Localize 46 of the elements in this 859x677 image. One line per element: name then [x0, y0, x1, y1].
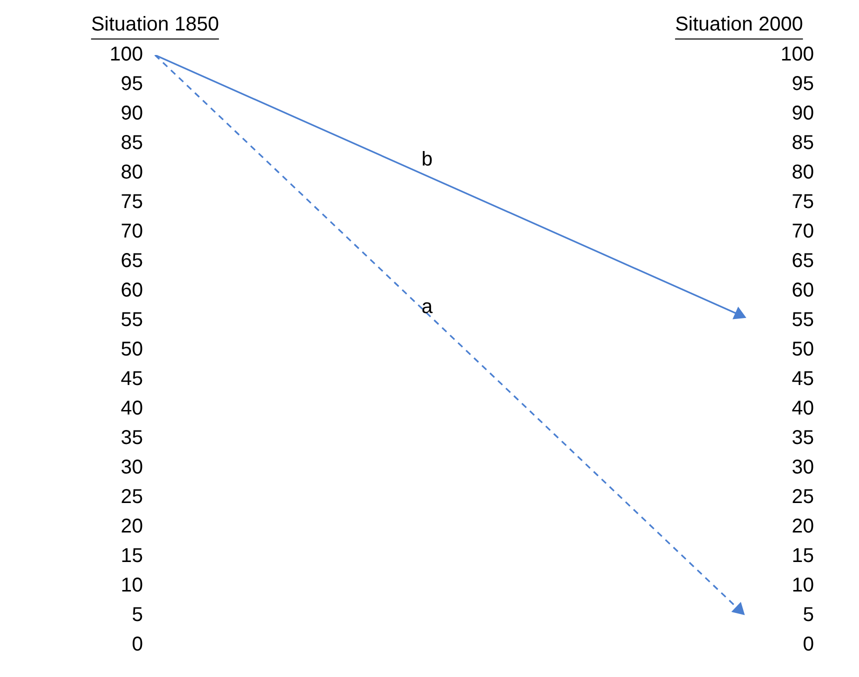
y-tick-label: 65	[120, 250, 143, 272]
y2-tick-label: 45	[792, 368, 814, 390]
y-tick-label: 15	[120, 545, 143, 568]
y-tick-label: 50	[120, 338, 143, 361]
y2-tick-label: 15	[792, 545, 814, 568]
y-tick-label: 10	[120, 574, 143, 597]
y2-tick-label: 0	[802, 634, 814, 656]
y-tick-label: 100	[110, 44, 143, 66]
y-tick-label: 70	[120, 220, 143, 243]
y2-tick-label: 35	[792, 427, 814, 450]
y2-tick-label: 75	[792, 191, 814, 214]
series-label: a	[421, 296, 434, 318]
y-tick-label: 95	[120, 73, 143, 96]
y2-tick-label: 100	[780, 44, 814, 66]
y-tick-label: 30	[120, 456, 143, 479]
y-tick-label: 40	[120, 398, 143, 420]
y2-tick-label: 40	[792, 398, 814, 420]
y-tick-label: 55	[120, 309, 143, 332]
y-tick-label: 20	[120, 516, 143, 538]
y-tick-label: 25	[120, 486, 143, 508]
y-tick-label: 45	[120, 368, 143, 390]
y2-tick-label: 55	[792, 309, 814, 332]
y2-tick-label: 65	[792, 250, 814, 272]
y-tick-label: 75	[120, 191, 143, 214]
y2-tick-label: 70	[792, 220, 814, 243]
x-tick-label: Situation 2000	[675, 14, 803, 36]
y2-tick-label: 10	[792, 574, 814, 597]
y2-tick-label: 25	[792, 486, 814, 508]
y-tick-label: 5	[132, 604, 143, 626]
y2-tick-label: 95	[792, 73, 814, 96]
y2-tick-label: 85	[792, 132, 814, 154]
y2-tick-label: 90	[792, 102, 814, 125]
x-tick-label: Situation 1850	[91, 14, 219, 36]
y-tick-label: 0	[132, 634, 143, 656]
y2-tick-label: 20	[792, 516, 814, 538]
y-tick-label: 60	[120, 280, 143, 302]
y-tick-label: 35	[120, 427, 143, 450]
y2-tick-label: 50	[792, 338, 814, 361]
y-tick-label: 80	[120, 162, 143, 184]
y2-tick-label: 5	[802, 604, 814, 626]
y2-tick-label: 30	[792, 456, 814, 479]
y2-tick-label: 80	[792, 162, 814, 184]
y-tick-label: 90	[120, 102, 143, 125]
series-label: b	[421, 148, 433, 170]
y-tick-label: 85	[120, 132, 143, 154]
y2-tick-label: 60	[792, 280, 814, 302]
